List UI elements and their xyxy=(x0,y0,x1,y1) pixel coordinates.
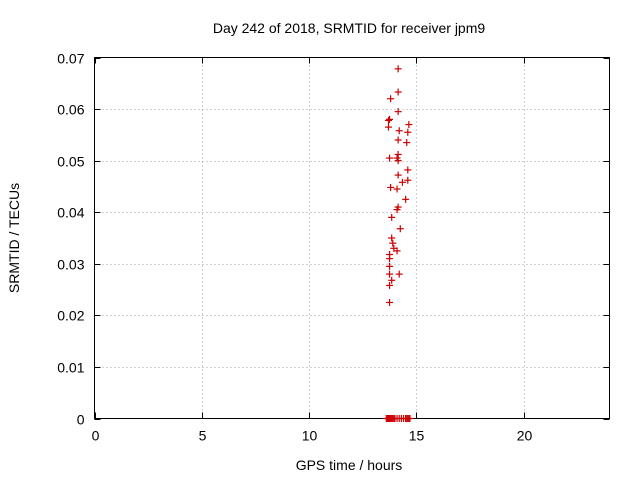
data-point xyxy=(404,176,412,184)
grid-lines xyxy=(94,57,610,419)
x-tick-label: 5 xyxy=(199,428,207,444)
data-point xyxy=(389,239,397,247)
data-point xyxy=(405,121,413,129)
y-axis-label: SRMTID / TECUs xyxy=(6,183,22,293)
data-point xyxy=(396,225,404,233)
data-point xyxy=(387,183,395,191)
data-point xyxy=(393,185,401,193)
data-point xyxy=(398,178,406,186)
data-point xyxy=(394,88,402,96)
data-point xyxy=(388,213,396,221)
data-point xyxy=(404,128,412,136)
plot-area-frame xyxy=(94,57,610,419)
y-tick-label: 0.05 xyxy=(57,154,84,170)
x-axis: 0 5 10 15 20 xyxy=(92,57,533,444)
data-point xyxy=(386,281,394,289)
x-tick-label: 15 xyxy=(409,428,425,444)
data-point xyxy=(388,234,396,242)
data-point xyxy=(386,255,394,263)
data-point xyxy=(394,136,402,144)
y-tick-label: 0.01 xyxy=(57,360,84,376)
data-point xyxy=(388,276,396,284)
y-tick-label: 0.06 xyxy=(57,102,84,118)
data-point xyxy=(406,415,414,422)
data-point xyxy=(394,171,402,179)
x-tick-label: 0 xyxy=(92,428,100,444)
y-tick-label: 0.03 xyxy=(57,257,84,273)
data-point xyxy=(395,270,403,278)
data-point xyxy=(386,298,394,306)
y-tick-label: 0.02 xyxy=(57,308,84,324)
data-point xyxy=(402,195,410,203)
data-point xyxy=(386,262,394,270)
data-point xyxy=(386,270,394,278)
data-point xyxy=(384,123,392,131)
data-point xyxy=(403,139,411,147)
data-point xyxy=(394,108,402,116)
data-point xyxy=(386,115,394,123)
data-point xyxy=(393,206,401,214)
y-tick-label: 0.07 xyxy=(57,51,84,67)
data-points xyxy=(382,65,414,422)
data-point xyxy=(404,166,412,174)
chart-title: Day 242 of 2018, SRMTID for receiver jpm… xyxy=(213,20,486,36)
data-point xyxy=(393,247,401,255)
data-point xyxy=(394,157,402,165)
y-tick-label: 0 xyxy=(77,412,85,428)
x-tick-label: 10 xyxy=(302,428,318,444)
x-tick-label: 20 xyxy=(517,428,533,444)
x-axis-label: GPS time / hours xyxy=(296,457,403,473)
y-tick-label: 0.04 xyxy=(57,205,84,221)
data-point xyxy=(394,150,402,158)
data-point xyxy=(387,95,395,103)
data-point xyxy=(386,154,394,162)
data-point xyxy=(384,116,392,124)
y-axis: 0 0.01 0.02 0.03 0.04 0.05 0.06 0.07 xyxy=(57,51,610,428)
data-point xyxy=(395,127,403,135)
data-point xyxy=(394,65,402,73)
